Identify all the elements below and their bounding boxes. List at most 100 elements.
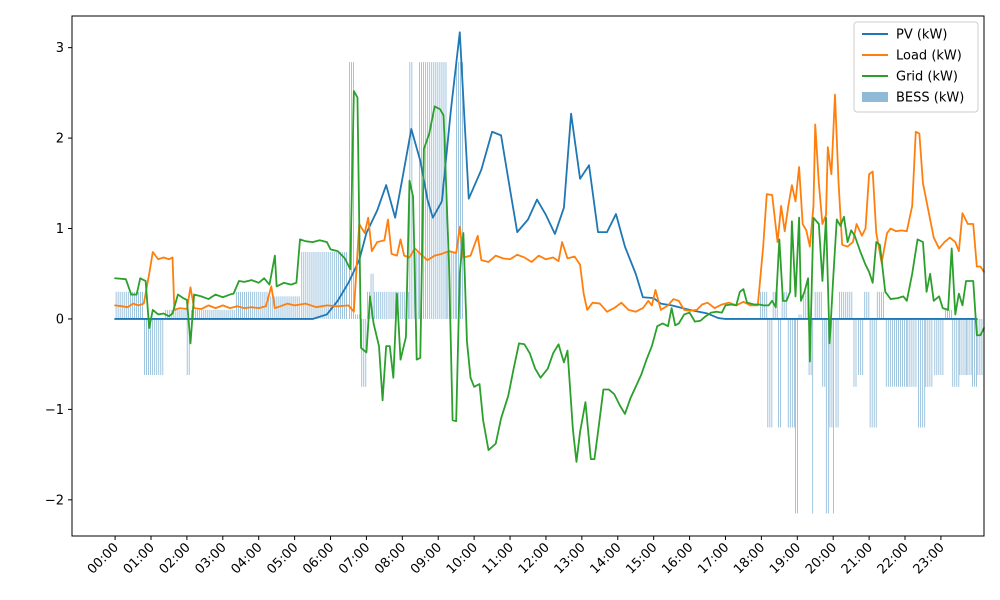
bess-bar <box>329 252 331 319</box>
bess-bar <box>800 314 802 319</box>
bess-bar <box>940 318 942 376</box>
bess-bar <box>880 291 882 319</box>
bess-bar <box>186 318 188 376</box>
bess-bar <box>439 62 441 319</box>
bess-bar <box>250 291 252 319</box>
bess-bar <box>337 252 339 319</box>
bess-bar <box>851 291 853 319</box>
bess-bar <box>959 318 961 376</box>
x-tick-label: 14:00 <box>587 540 624 577</box>
x-tick-label: 02:00 <box>157 540 194 577</box>
bess-bar <box>942 318 944 376</box>
bess-bar <box>386 291 388 319</box>
bess-bar <box>789 318 791 428</box>
bess-bar <box>311 252 313 319</box>
bess-bar <box>787 318 789 428</box>
bess-bar <box>896 318 897 387</box>
bess-bar <box>902 318 903 387</box>
bess-bar <box>462 62 464 319</box>
bess-bar <box>123 291 125 319</box>
bess-bar <box>229 309 231 319</box>
bess-bar <box>357 314 359 319</box>
bess-bar <box>205 309 207 319</box>
bess-bar <box>913 318 915 387</box>
bess-bar <box>974 318 975 387</box>
bess-bar <box>388 291 390 319</box>
series-lines <box>114 31 985 463</box>
bess-bar <box>825 318 827 514</box>
bess-bar <box>868 291 870 319</box>
bess-bar <box>882 291 884 319</box>
bess-bar <box>963 318 965 376</box>
bess-bar <box>183 309 185 319</box>
bess-bar <box>783 291 785 319</box>
legend-box <box>853 21 979 113</box>
bess-bar <box>776 291 778 319</box>
bess-bar <box>248 291 250 319</box>
bess-bar <box>399 291 401 319</box>
bess-bar <box>869 318 871 428</box>
x-tick-label: 18:00 <box>731 540 768 577</box>
bess-bar <box>421 62 422 319</box>
bess-bar <box>203 309 205 319</box>
bess-bar <box>378 291 380 319</box>
bess-bar <box>146 318 147 376</box>
bess-bar <box>298 296 300 319</box>
bess-bar <box>370 273 372 319</box>
bess-bar <box>845 291 847 319</box>
bess-bar <box>175 309 177 319</box>
bess-bar <box>907 318 909 387</box>
bess-bar <box>382 291 384 319</box>
bess-bar <box>144 318 145 376</box>
bess-bar <box>207 309 209 319</box>
bess-bar <box>294 296 296 319</box>
legend-label: Load (kW) <box>896 49 962 64</box>
bess-bar <box>319 252 321 319</box>
bess-bar <box>244 291 245 319</box>
bess-bar <box>213 309 215 319</box>
bess-bar <box>818 291 820 319</box>
bess-bar <box>831 318 833 428</box>
bess-bar <box>154 318 156 376</box>
bess-bar <box>262 291 264 319</box>
bess-bar <box>820 291 822 319</box>
bess-bar <box>952 318 954 387</box>
bess-bar <box>816 291 818 319</box>
y-tick-label: 3 <box>56 41 64 56</box>
bess-bar <box>167 309 169 319</box>
bess-bar <box>392 291 394 319</box>
bess-bar <box>947 309 948 319</box>
bess-bar <box>780 318 782 428</box>
bess-bar <box>454 252 456 319</box>
bess-bar <box>873 318 875 428</box>
y-axis: −2 −1 0 1 2 3 <box>45 41 72 508</box>
legend-swatch <box>862 92 888 102</box>
bess-bar <box>437 62 439 319</box>
bess-bar <box>976 318 977 387</box>
bess-bar <box>956 318 958 387</box>
bess-bar <box>833 318 834 514</box>
bess-bar <box>197 309 199 319</box>
bess-bar <box>335 252 337 319</box>
bess-bar <box>429 62 431 319</box>
bess-bar <box>199 309 201 319</box>
bess-bar <box>160 318 162 376</box>
bess-bar <box>934 318 936 376</box>
bess-bar <box>219 309 221 319</box>
bess-bar <box>929 318 931 387</box>
bess-bar <box>452 252 454 319</box>
bess-bar <box>871 318 873 428</box>
bess-bar <box>793 318 795 428</box>
bess-bar <box>195 309 196 319</box>
bess-bar <box>363 318 365 387</box>
bess-bar <box>225 309 227 319</box>
bess-bar <box>252 291 254 319</box>
bess-bar <box>401 291 403 319</box>
bess-bar <box>233 309 235 319</box>
bess-bar <box>407 291 409 319</box>
bess-bar <box>968 318 970 376</box>
bess-bar <box>384 291 386 319</box>
bess-bar <box>177 309 179 319</box>
bess-bar <box>321 252 323 319</box>
bess-bar <box>301 252 303 319</box>
